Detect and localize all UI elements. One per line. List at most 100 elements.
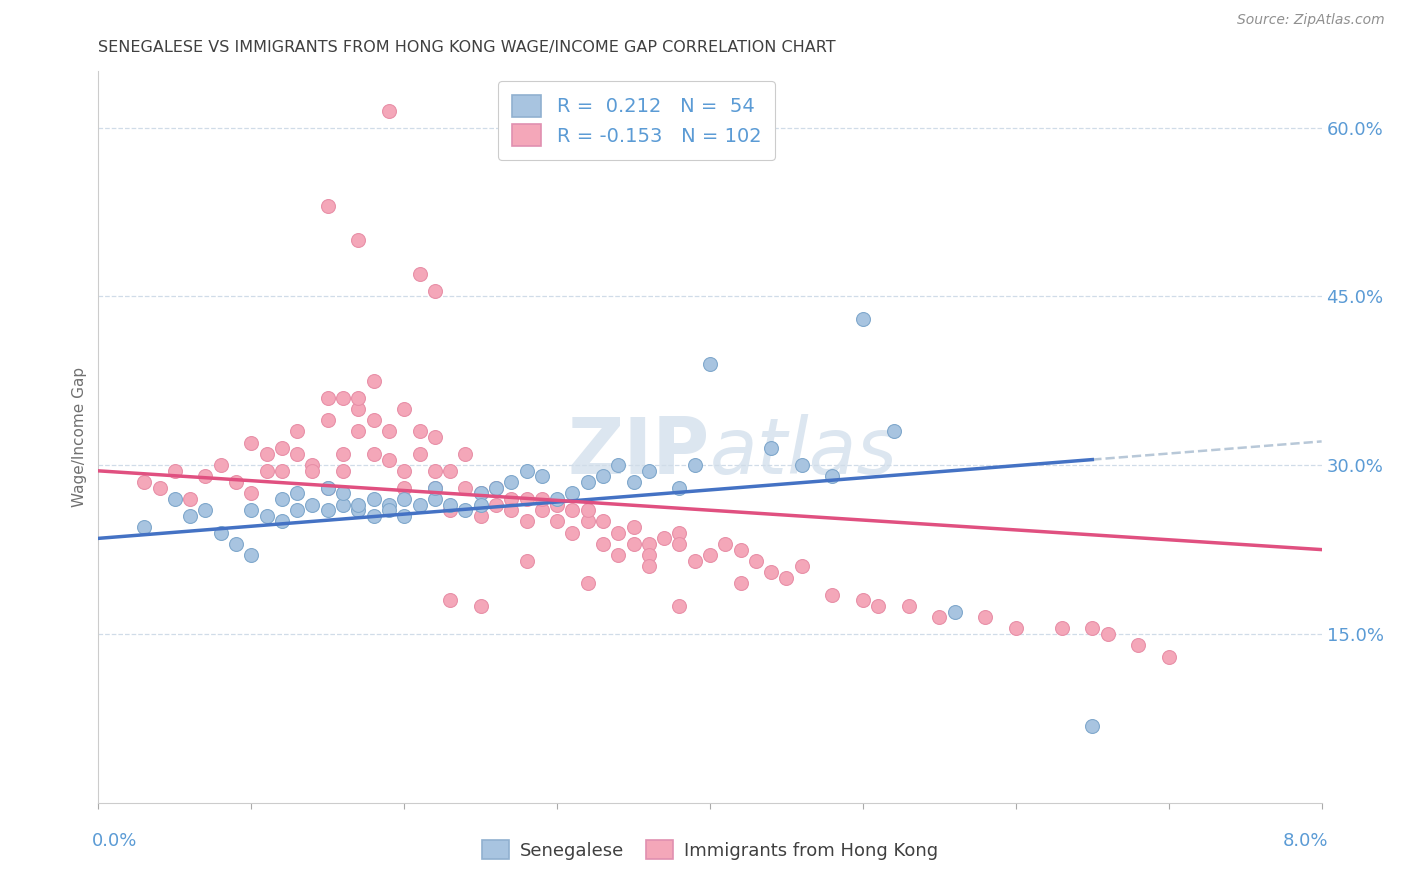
Point	[347, 503, 370, 517]
Point	[392, 464, 416, 478]
Point	[270, 515, 294, 529]
Point	[256, 464, 278, 478]
Point	[1050, 621, 1073, 635]
Point	[652, 532, 675, 546]
Point	[392, 508, 416, 523]
Point	[561, 525, 583, 540]
Point	[592, 537, 614, 551]
Point	[270, 491, 294, 506]
Point	[332, 464, 354, 478]
Point	[301, 498, 323, 512]
Point	[714, 537, 737, 551]
Point	[423, 481, 446, 495]
Point	[576, 503, 599, 517]
Point	[285, 425, 308, 439]
Point	[852, 312, 875, 326]
Point	[561, 486, 583, 500]
Point	[363, 413, 385, 427]
Point	[928, 610, 950, 624]
Point	[378, 503, 401, 517]
Point	[759, 442, 782, 456]
Point	[378, 498, 401, 512]
Point	[285, 486, 308, 500]
Legend: Senegalese, Immigrants from Hong Kong: Senegalese, Immigrants from Hong Kong	[475, 832, 945, 867]
Point	[301, 464, 323, 478]
Point	[699, 548, 721, 562]
Point	[516, 515, 538, 529]
Point	[270, 442, 294, 456]
Point	[592, 515, 614, 529]
Point	[607, 548, 630, 562]
Point	[576, 515, 599, 529]
Point	[470, 508, 492, 523]
Point	[316, 481, 339, 495]
Point	[347, 391, 370, 405]
Point	[256, 508, 278, 523]
Point	[149, 481, 172, 495]
Point	[546, 491, 568, 506]
Point	[637, 559, 661, 574]
Point	[408, 447, 430, 461]
Point	[530, 503, 553, 517]
Point	[699, 357, 721, 371]
Point	[392, 491, 416, 506]
Point	[347, 425, 370, 439]
Point	[423, 481, 446, 495]
Point	[332, 498, 354, 512]
Text: SENEGALESE VS IMMIGRANTS FROM HONG KONG WAGE/INCOME GAP CORRELATION CHART: SENEGALESE VS IMMIGRANTS FROM HONG KONG …	[98, 40, 837, 55]
Point	[485, 481, 508, 495]
Point	[363, 447, 385, 461]
Point	[423, 430, 446, 444]
Point	[209, 525, 232, 540]
Point	[470, 486, 492, 500]
Point	[134, 475, 156, 489]
Text: atlas: atlas	[710, 414, 898, 490]
Point	[775, 571, 797, 585]
Point	[668, 481, 690, 495]
Text: 0.0%: 0.0%	[93, 832, 138, 850]
Point	[1081, 719, 1104, 733]
Y-axis label: Wage/Income Gap: Wage/Income Gap	[72, 367, 87, 508]
Point	[347, 233, 370, 247]
Point	[134, 520, 156, 534]
Point	[485, 481, 508, 495]
Point	[790, 559, 813, 574]
Point	[225, 537, 247, 551]
Point	[730, 542, 752, 557]
Point	[561, 503, 583, 517]
Point	[225, 475, 247, 489]
Point	[637, 537, 661, 551]
Point	[240, 503, 263, 517]
Point	[868, 599, 890, 613]
Point	[378, 425, 401, 439]
Point	[501, 503, 523, 517]
Point	[683, 554, 706, 568]
Point	[179, 491, 201, 506]
Point	[730, 576, 752, 591]
Point	[501, 491, 523, 506]
Point	[332, 447, 354, 461]
Point	[194, 469, 217, 483]
Point	[270, 464, 294, 478]
Point	[439, 498, 461, 512]
Point	[852, 593, 875, 607]
Point	[576, 576, 599, 591]
Point	[530, 491, 553, 506]
Point	[240, 435, 263, 450]
Point	[592, 469, 614, 483]
Point	[516, 491, 538, 506]
Point	[439, 593, 461, 607]
Text: 8.0%: 8.0%	[1282, 832, 1327, 850]
Point	[454, 447, 477, 461]
Point	[745, 554, 768, 568]
Point	[546, 515, 568, 529]
Point	[470, 599, 492, 613]
Point	[408, 267, 430, 281]
Point	[378, 103, 401, 118]
Point	[316, 413, 339, 427]
Point	[240, 486, 263, 500]
Point	[821, 469, 844, 483]
Point	[423, 464, 446, 478]
Point	[194, 503, 217, 517]
Point	[623, 520, 645, 534]
